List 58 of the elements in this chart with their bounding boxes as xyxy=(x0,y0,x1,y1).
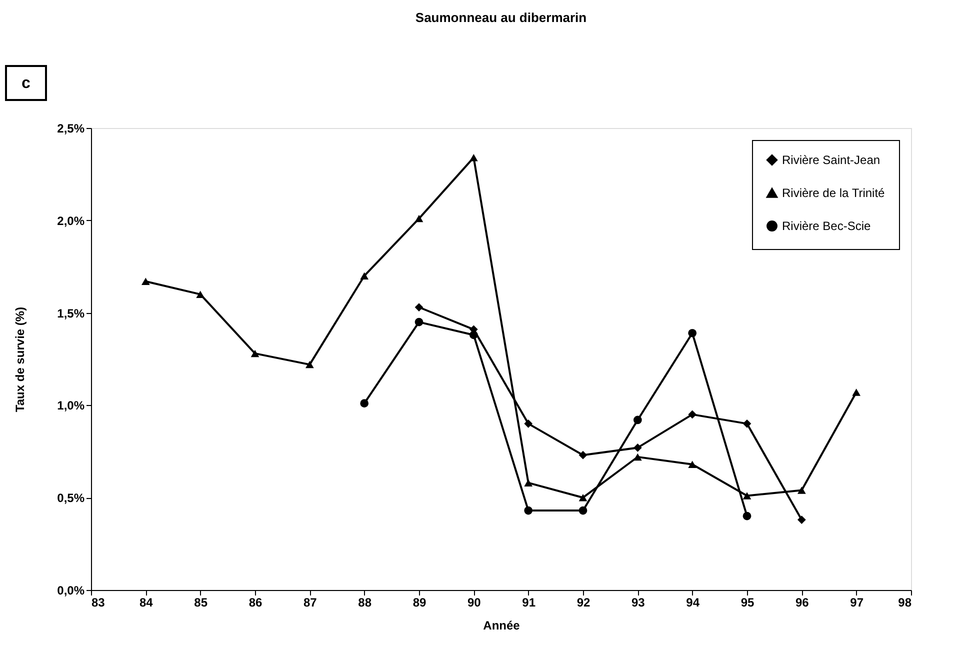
point xyxy=(524,506,533,515)
x-tick-label: 86 xyxy=(248,596,262,610)
y-tick-label: 0,5% xyxy=(57,491,85,506)
legend-label: Rivière de la Trinité xyxy=(782,186,886,200)
point xyxy=(524,419,533,428)
point xyxy=(414,214,424,222)
x-tick-label: 88 xyxy=(358,596,372,610)
x-tick-label: 96 xyxy=(795,596,810,610)
point xyxy=(250,350,260,358)
point xyxy=(414,303,424,312)
x-tick-label: 97 xyxy=(850,596,864,610)
point xyxy=(633,444,642,452)
point xyxy=(305,360,314,368)
point xyxy=(633,416,642,424)
y-tick-label: 1,0% xyxy=(57,398,85,413)
x-tick-label: 89 xyxy=(412,596,426,610)
point xyxy=(196,290,205,298)
point xyxy=(742,512,752,520)
y-tick-label: 2,0% xyxy=(57,214,85,228)
x-tick-label: 94 xyxy=(686,596,700,610)
legend-label: Rivière Saint-Jean xyxy=(782,153,880,167)
point xyxy=(360,399,369,408)
point xyxy=(578,494,588,502)
point xyxy=(578,450,588,460)
point xyxy=(797,516,806,524)
y-tick-label: 2,5% xyxy=(57,122,85,136)
legend-label: Rivière Bec-Scie xyxy=(782,219,872,233)
point xyxy=(688,410,697,419)
x-tick-label: 93 xyxy=(631,596,646,610)
y-axis-title: Taux de survie (%) xyxy=(13,306,28,412)
point xyxy=(633,453,642,461)
point xyxy=(742,419,752,428)
text: c xyxy=(22,75,31,92)
point xyxy=(141,278,150,286)
x-tick-label: 83 xyxy=(92,596,106,610)
x-tick-label: 95 xyxy=(740,596,754,610)
point xyxy=(688,328,697,338)
x-tick-label: 98 xyxy=(898,596,912,610)
x-axis-title: Année xyxy=(483,618,520,632)
point xyxy=(852,388,861,396)
y-tick-label: 0,0% xyxy=(57,584,85,598)
x-tick-label: 87 xyxy=(303,596,318,610)
point xyxy=(688,460,697,468)
point xyxy=(414,318,424,326)
point xyxy=(578,506,588,515)
point xyxy=(524,479,533,486)
chart-title: Saumonneau au dibermarin xyxy=(415,10,587,25)
x-tick-label: 91 xyxy=(522,596,536,610)
point xyxy=(469,154,478,162)
point xyxy=(360,272,369,280)
point xyxy=(797,486,806,494)
point xyxy=(742,492,752,500)
x-tick-label: 90 xyxy=(467,596,482,610)
point xyxy=(469,330,478,340)
y-tick-label: 1,5% xyxy=(57,306,85,320)
x-tick-label: 85 xyxy=(194,596,208,610)
x-tick-label: 84 xyxy=(139,596,154,610)
x-tick-label: 92 xyxy=(576,596,590,610)
